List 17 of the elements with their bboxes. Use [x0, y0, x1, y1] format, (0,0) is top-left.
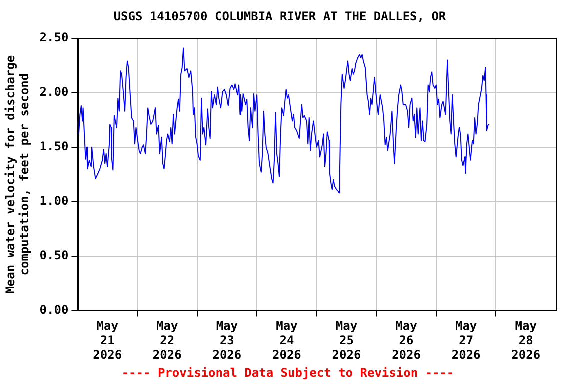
x-tick-label: May 27 2026 — [452, 319, 481, 362]
x-tick-label: May 28 2026 — [512, 319, 541, 362]
chart-title: USGS 14105700 COLUMBIA RIVER AT THE DALLES, OR — [114, 9, 447, 24]
x-tick-label: May 24 2026 — [272, 319, 302, 362]
y-tick-label: 1.00 — [40, 194, 69, 208]
y-axis-title: Mean water velocity for discharge computation, feet per second — [3, 55, 32, 294]
x-tick-label: May 22 2026 — [152, 319, 182, 362]
y-tick-label: 0.50 — [40, 248, 69, 262]
y-tick-label: 2.00 — [40, 85, 69, 100]
text: ---- Provisional Data Subject to Revision ---- — [120, 366, 456, 380]
y-tick-label: 0.00 — [40, 302, 69, 317]
x-tick-label: May 25 2026 — [332, 319, 362, 362]
y-tick-label: 2.50 — [40, 30, 69, 45]
x-tick-label: May 26 2026 — [392, 319, 421, 362]
y-tick-label: 1.50 — [40, 139, 69, 154]
x-tick-label: May 23 2026 — [212, 319, 242, 362]
x-tick-label: May 21 2026 — [93, 319, 122, 362]
